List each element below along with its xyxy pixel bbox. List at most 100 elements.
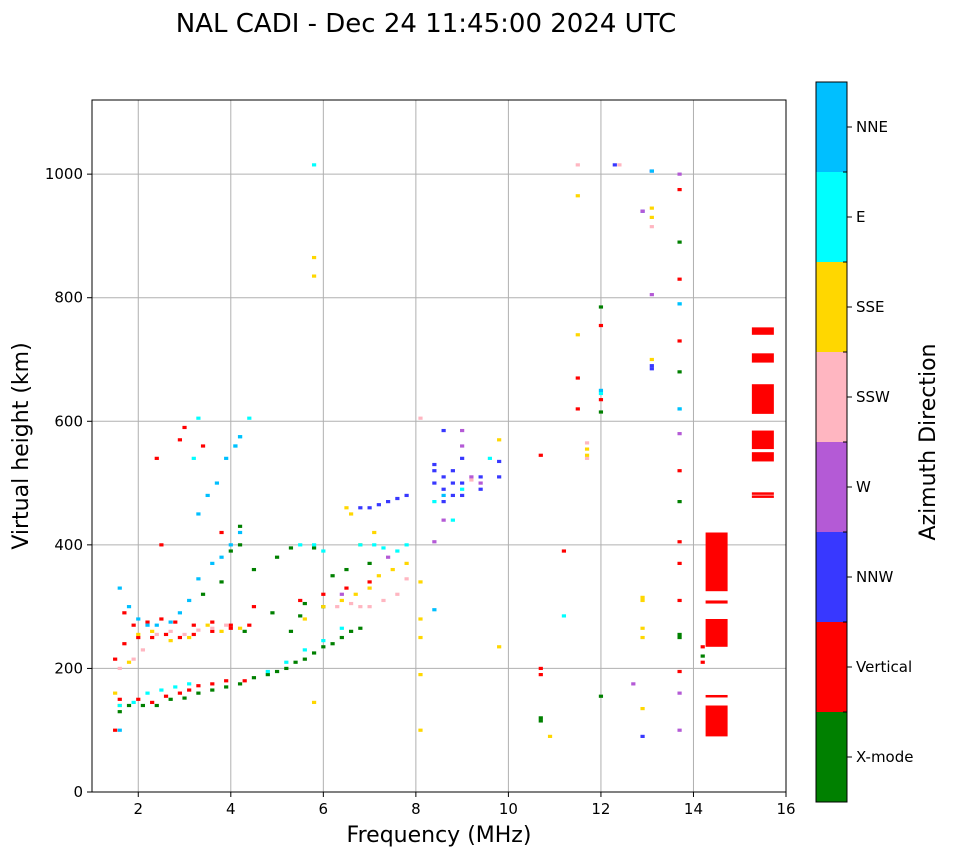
data-point-ssw <box>381 598 386 603</box>
data-point-nne <box>649 169 654 173</box>
data-point-vertical <box>191 632 196 637</box>
data-point-e <box>321 639 326 643</box>
data-point-nnw <box>441 428 446 433</box>
data-bar-vertical <box>751 452 774 462</box>
data-point-sse <box>649 215 654 219</box>
data-point-x-mode <box>302 657 307 661</box>
data-point-x-mode <box>598 694 604 698</box>
data-point-nnw <box>404 493 409 498</box>
colorbar-label: Azimuth Direction <box>916 343 941 540</box>
data-point-ssw <box>404 577 409 581</box>
data-point-x-mode <box>339 635 344 640</box>
data-point-vertical <box>122 611 127 615</box>
data-point-ssw <box>168 629 173 633</box>
data-point-sse <box>418 580 423 584</box>
data-point-nne <box>228 543 233 547</box>
data-bar-vertical <box>705 619 728 647</box>
y-tick-label: 600 <box>54 412 83 430</box>
data-point-x-mode <box>251 676 257 680</box>
data-point-x-mode <box>219 580 224 584</box>
data-point-x-mode <box>344 567 349 572</box>
colorbar-tick-label: X-mode <box>856 748 913 766</box>
data-point-vertical <box>677 277 682 281</box>
data-point-nne <box>154 623 159 627</box>
data-point-x-mode <box>598 410 604 414</box>
data-point-w <box>631 682 636 686</box>
data-point-e <box>311 163 317 167</box>
data-point-vertical <box>321 592 326 596</box>
colorbar-frame <box>815 81 848 803</box>
data-point-w <box>677 691 682 695</box>
data-point-sse <box>640 626 645 630</box>
data-marks <box>113 163 774 738</box>
data-point-vertical <box>145 620 150 624</box>
data-point-vertical <box>136 697 141 701</box>
data-point-vertical <box>113 657 118 661</box>
data-point-sse <box>353 592 358 596</box>
data-point-sse <box>584 453 590 457</box>
data-point-nnw <box>478 475 483 479</box>
data-point-sse <box>321 605 326 609</box>
data-point-sse <box>547 734 553 738</box>
data-point-e <box>450 518 455 522</box>
data-point-vertical <box>159 543 164 547</box>
data-point-vertical <box>247 623 252 627</box>
data-point-w <box>469 475 474 479</box>
data-point-nne <box>136 617 141 621</box>
data-point-x-mode <box>210 688 215 692</box>
data-point-w <box>441 518 446 522</box>
data-point-sse <box>649 206 654 210</box>
data-point-e <box>302 648 307 652</box>
data-point-x-mode <box>242 629 247 633</box>
data-point-vertical <box>113 728 118 732</box>
data-point-x-mode <box>700 654 705 658</box>
data-point-vertical <box>677 187 682 192</box>
grid-lines <box>92 100 786 792</box>
data-point-nne <box>145 623 150 627</box>
data-point-nnw <box>450 493 455 498</box>
data-point-x-mode <box>677 635 682 640</box>
data-point-ssw <box>140 648 145 652</box>
data-point-sse <box>150 629 155 633</box>
data-point-e <box>117 703 122 708</box>
data-point-nne <box>187 598 192 603</box>
data-point-x-mode <box>311 546 317 550</box>
data-point-x-mode <box>311 651 317 655</box>
data-point-x-mode <box>274 669 280 674</box>
data-point-w <box>460 444 465 448</box>
data-point-e <box>247 416 252 420</box>
data-point-x-mode <box>330 574 335 578</box>
data-point-nnw <box>497 459 502 464</box>
data-point-nne <box>210 561 215 565</box>
data-point-nne <box>432 608 437 612</box>
data-point-vertical <box>677 598 682 603</box>
data-point-e <box>173 685 178 689</box>
data-point-e <box>404 543 409 547</box>
data-point-vertical <box>538 666 543 671</box>
data-point-x-mode <box>538 719 543 723</box>
data-point-ssw <box>224 623 229 627</box>
x-tick-label: 8 <box>411 800 421 818</box>
colorbar-segment <box>816 532 847 622</box>
data-point-vertical <box>122 642 127 646</box>
data-point-vertical <box>344 586 349 590</box>
data-point-ssw <box>196 628 201 632</box>
data-point-e <box>298 543 303 547</box>
data-point-x-mode <box>330 642 335 646</box>
data-bar-vertical <box>751 327 774 335</box>
data-point-sse <box>404 561 409 565</box>
data-point-e <box>460 487 465 491</box>
data-point-e <box>561 614 567 618</box>
data-bar-vertical <box>751 430 774 450</box>
data-point-vertical <box>210 629 215 633</box>
data-point-ssw <box>117 666 122 671</box>
data-point-sse <box>575 333 580 337</box>
data-point-w <box>677 172 682 176</box>
data-point-vertical <box>677 540 682 544</box>
data-point-sse <box>311 255 317 260</box>
data-point-nnw <box>460 481 465 485</box>
data-point-sse <box>649 357 654 362</box>
data-point-x-mode <box>126 703 132 708</box>
data-point-sse <box>584 447 590 451</box>
colorbar-tick-label: NNW <box>856 568 893 586</box>
